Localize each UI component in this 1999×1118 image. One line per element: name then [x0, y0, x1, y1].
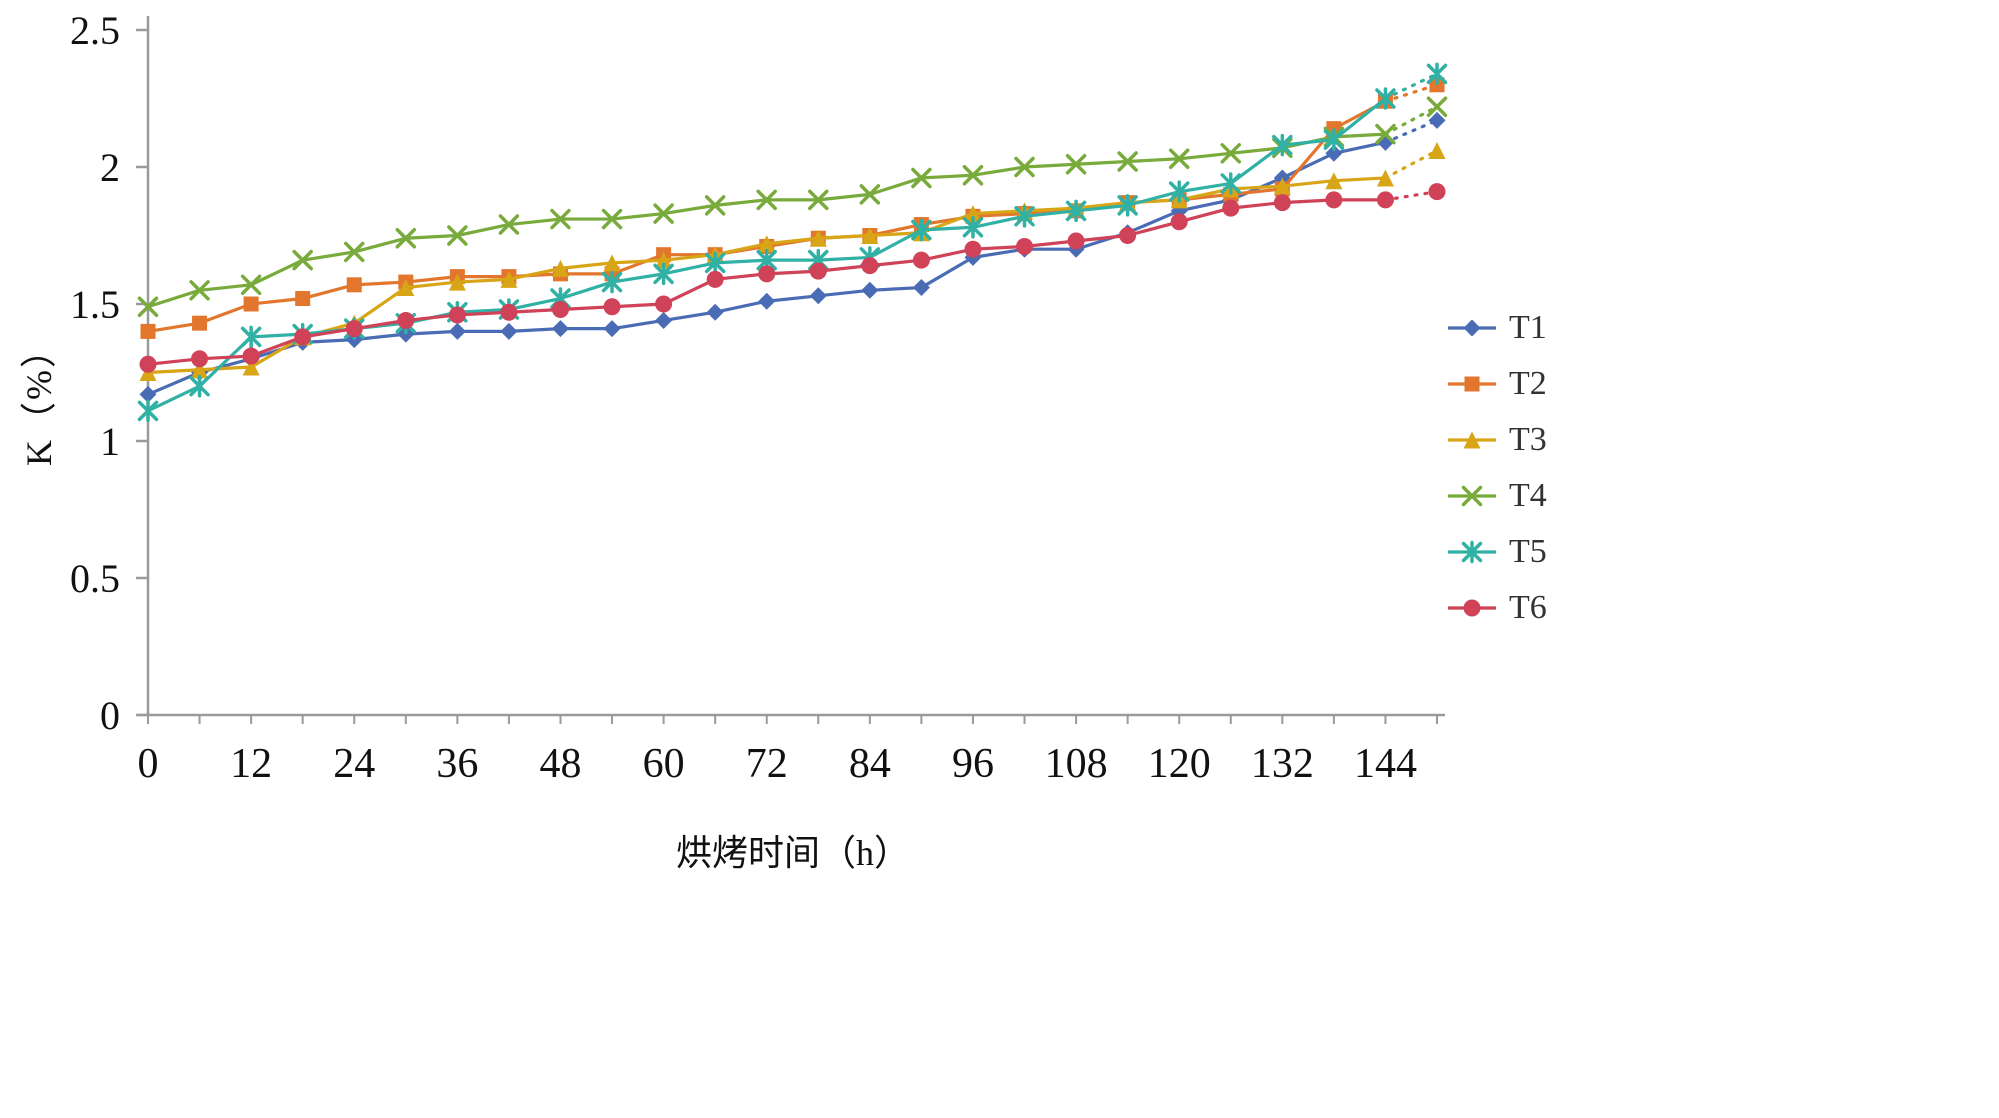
legend-label: T1 — [1509, 309, 1547, 346]
legend-item-t5: T5 — [1447, 535, 1547, 569]
y-tick-label: 0 — [100, 693, 120, 738]
x-axis-title: 烘烤时间（h） — [675, 833, 910, 873]
legend-item-t1: T1 — [1447, 311, 1547, 345]
x-tick-label: 120 — [1148, 741, 1211, 787]
x-tick-label: 24 — [333, 741, 375, 787]
legend-item-t2: T2 — [1447, 367, 1547, 401]
legend-marker-t2 — [1448, 376, 1496, 392]
x-tick-label: 144 — [1354, 741, 1417, 787]
y-tick-label: 2 — [100, 145, 120, 190]
legend-label: T4 — [1509, 477, 1547, 514]
legend-label: T5 — [1509, 533, 1547, 570]
series-t6 — [139, 183, 1446, 373]
legend-marker-t3 — [1448, 431, 1496, 449]
x-tick-label: 72 — [746, 741, 788, 787]
y-tick-label: 1 — [100, 419, 120, 464]
x-tick-label: 36 — [436, 741, 478, 787]
legend-label: T3 — [1509, 421, 1547, 458]
legend-label: T2 — [1509, 365, 1547, 402]
legend-marker-t6 — [1448, 599, 1496, 617]
y-axis-title: K（%） — [19, 330, 59, 466]
y-tick-label: 1.5 — [70, 282, 120, 327]
legend-item-t6: T6 — [1447, 591, 1547, 625]
y-tick-label: 2.5 — [70, 8, 120, 53]
legend: T1 T2 T3 T4 T5 T6 — [1447, 311, 1547, 625]
x-tick-label: 12 — [230, 741, 272, 787]
x-tick-label: 108 — [1045, 741, 1108, 787]
x-tick-label: 48 — [539, 741, 581, 787]
x-tick-label: 84 — [849, 741, 891, 787]
legend-marker-t1 — [1448, 319, 1496, 337]
legend-label: T6 — [1509, 589, 1547, 626]
legend-item-t4: T4 — [1447, 479, 1547, 513]
legend-marker-t5 — [1448, 540, 1496, 564]
x-tick-label: 132 — [1251, 741, 1314, 787]
series-t4 — [137, 96, 1448, 317]
x-tick-label: 96 — [952, 741, 994, 787]
y-tick-label: 0.5 — [70, 556, 120, 601]
x-tick-label: 60 — [643, 741, 685, 787]
series-t1 — [139, 111, 1446, 403]
legend-marker-t4 — [1448, 485, 1496, 507]
legend-item-t3: T3 — [1447, 423, 1547, 457]
x-tick-label: 0 — [138, 741, 159, 787]
